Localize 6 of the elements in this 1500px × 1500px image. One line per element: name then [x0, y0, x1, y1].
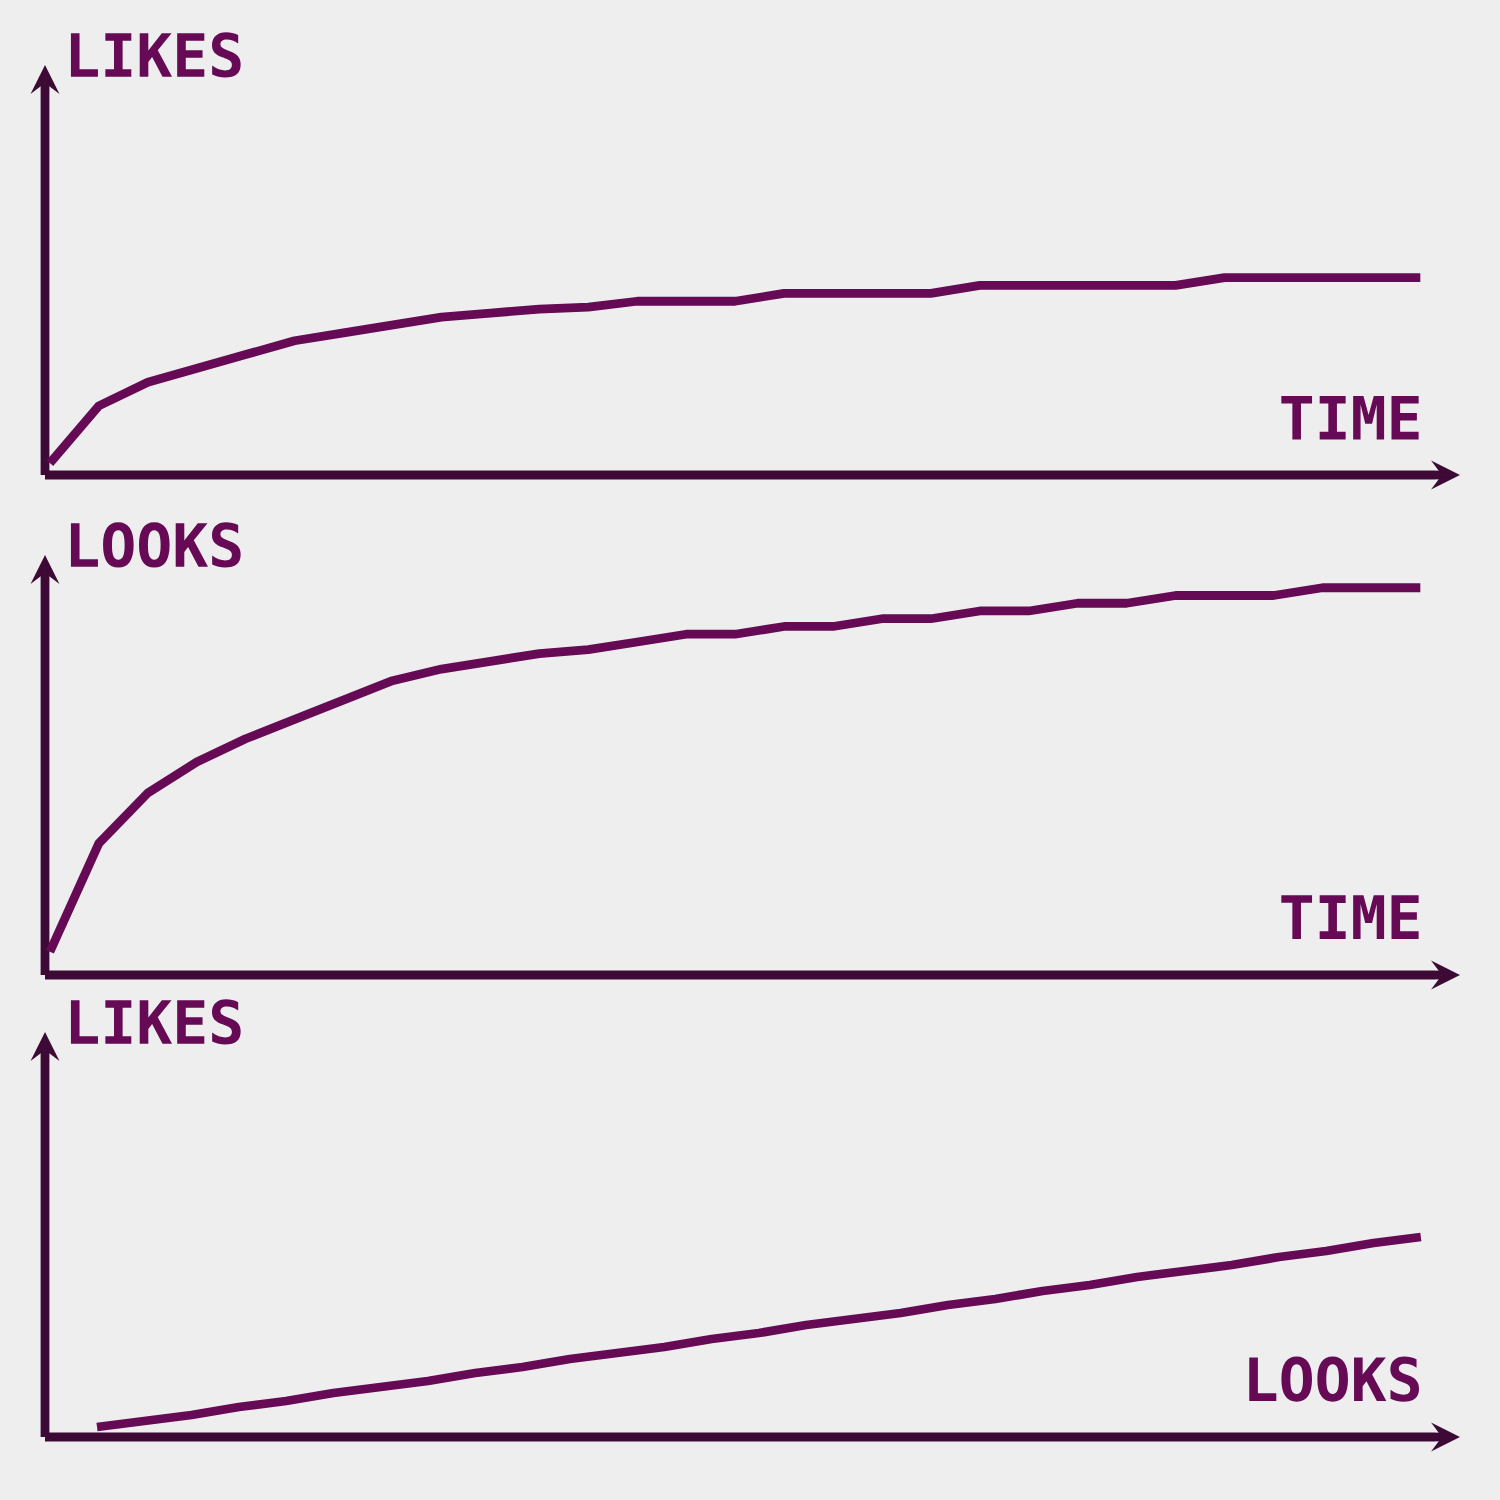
y-axis-title: LIKES	[70, 999, 241, 1045]
y-axis-title: LIKES	[70, 32, 241, 78]
x-axis-title: TIME	[1281, 395, 1419, 440]
x-axis-title: LOOKS	[1249, 1356, 1420, 1402]
x-axis-title: TIME	[1281, 895, 1419, 939]
y-axis-title: LOOKS	[70, 522, 241, 568]
